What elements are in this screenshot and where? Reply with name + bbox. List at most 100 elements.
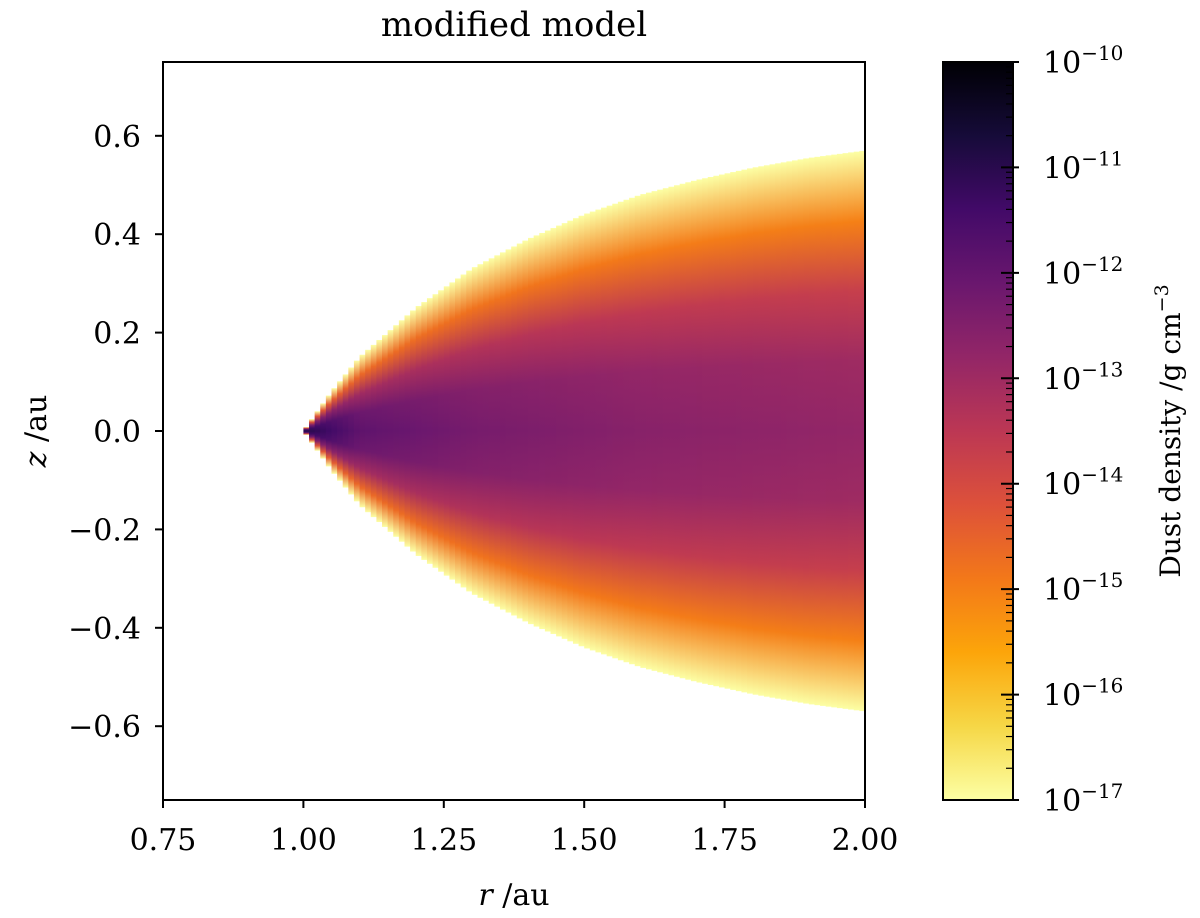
- heatmap-slice: [494, 255, 501, 607]
- heatmap-slice: [752, 167, 759, 695]
- heatmap-slice: [657, 189, 664, 673]
- heatmap-slice: [505, 249, 512, 613]
- heatmap-slice: [640, 194, 647, 668]
- x-axis-label-unit: /au: [493, 878, 550, 913]
- heatmap-slice: [808, 157, 816, 705]
- heatmap-slice: [718, 174, 726, 688]
- heatmap-slice: [668, 186, 675, 676]
- y-tick-label: 0.0: [93, 415, 141, 450]
- heatmap-slice: [353, 360, 361, 502]
- y-axis-label: z /au: [19, 395, 54, 469]
- heatmap-slice: [634, 195, 641, 667]
- heatmap-slice: [522, 240, 529, 622]
- colorbar-tick-label: 10−14: [1043, 463, 1123, 503]
- heatmap-slice: [786, 161, 793, 701]
- x-tick-label: 1.00: [270, 823, 337, 858]
- heatmap-slice: [466, 270, 473, 592]
- y-axis-label-var: z: [19, 451, 54, 468]
- heatmap-slice: [601, 207, 608, 655]
- heatmap-slice: [483, 261, 490, 601]
- heatmap-slice: [735, 170, 743, 692]
- heatmap-slice: [348, 367, 355, 495]
- heatmap-slice: [370, 344, 378, 518]
- heatmap-slice: [404, 315, 411, 547]
- heatmap-slice: [544, 230, 552, 632]
- heatmap-slice: [690, 180, 698, 682]
- heatmap-slice: [825, 155, 832, 707]
- heatmap-slice: [572, 218, 580, 644]
- heatmap-slice: [550, 228, 557, 634]
- colorbar-tick-label: 10−15: [1043, 568, 1123, 608]
- heatmap-slice: [859, 150, 865, 712]
- colorbar-tick-label: 10−10: [1043, 41, 1123, 81]
- heatmap-slice: [539, 232, 546, 630]
- heatmap-slice: [662, 188, 670, 674]
- heatmap-slice: [365, 349, 372, 513]
- heatmap-slice: [724, 173, 731, 689]
- heatmap-slice: [578, 215, 585, 647]
- heatmap-slice: [758, 166, 765, 696]
- heatmap-slice: [325, 395, 333, 467]
- heatmap-slice: [702, 178, 709, 684]
- heatmap-slice: [803, 158, 810, 704]
- heatmap-slice: [449, 282, 456, 580]
- colorbar-label-sup: −3: [1151, 284, 1173, 312]
- y-tick-label: −0.4: [68, 612, 141, 647]
- colorbar-tick-label: 10−13: [1043, 357, 1123, 397]
- heatmap-slice: [730, 172, 737, 690]
- heatmap-slice: [556, 225, 563, 637]
- heatmap-slice: [393, 325, 400, 537]
- density-heatmap: [303, 150, 865, 712]
- x-tick-label: 1.75: [691, 823, 758, 858]
- heatmap-slice: [488, 258, 495, 604]
- heatmap-slice: [387, 330, 394, 532]
- x-tick-label: 1.50: [551, 823, 618, 858]
- heatmap-slice: [707, 177, 714, 685]
- heatmap-slice: [848, 152, 855, 710]
- colorbar-tick-label: 10−17: [1043, 779, 1123, 819]
- heatmap-slice: [455, 278, 462, 584]
- heatmap-slice: [477, 264, 484, 598]
- heatmap-slice: [528, 237, 535, 625]
- heatmap-slice: [797, 159, 804, 703]
- heatmap-slice: [606, 205, 613, 657]
- heatmap-slice: [533, 235, 540, 627]
- heatmap-slice: [791, 160, 799, 702]
- heatmap-slice: [747, 168, 754, 694]
- heatmap-slice: [421, 302, 428, 560]
- heatmap-slice: [359, 354, 366, 508]
- heatmap-slice: [679, 183, 686, 679]
- y-axis-label-unit: /au: [19, 395, 54, 452]
- heatmap-slice: [820, 156, 827, 706]
- heatmap-slice: [763, 165, 771, 697]
- heatmap-slice: [623, 199, 630, 663]
- heatmap-slice: [696, 179, 703, 683]
- x-axis-ticks: 0.75 1.00 1.25 1.50 1.75 2.00: [130, 800, 898, 858]
- heatmap-slice: [303, 427, 310, 435]
- colorbar-label-main: Dust density /g cm: [1154, 312, 1187, 577]
- heatmap-slice: [415, 306, 422, 556]
- heatmap-slice: [713, 175, 720, 687]
- heatmap-slice: [398, 320, 406, 542]
- x-axis-label: r /au: [478, 878, 549, 913]
- heatmap-slice: [432, 294, 439, 568]
- heatmap-slice: [382, 335, 389, 527]
- heatmap-slice: [685, 182, 692, 680]
- heatmap-slice: [443, 286, 451, 576]
- x-tick-label: 1.25: [410, 823, 477, 858]
- heatmap-slice: [836, 153, 844, 709]
- heatmap-slice: [769, 164, 776, 698]
- heatmap-slice: [320, 403, 327, 459]
- y-tick-label: −0.2: [68, 513, 141, 548]
- heatmap-slice: [376, 339, 383, 523]
- heatmap-slice: [516, 243, 524, 619]
- heatmap-slice: [589, 211, 597, 651]
- heatmap-slice: [426, 298, 434, 564]
- heatmap-slice: [629, 197, 636, 665]
- colorbar-tick-label: 10−12: [1043, 252, 1123, 292]
- heatmap-slice: [337, 381, 344, 481]
- heatmap-slice: [460, 274, 467, 588]
- heatmap-slice: [342, 374, 349, 488]
- heatmap-slice: [595, 209, 602, 653]
- y-axis-ticks: 0.6 0.4 0.2 0.0 −0.2 −0.4 −0.6: [68, 120, 163, 745]
